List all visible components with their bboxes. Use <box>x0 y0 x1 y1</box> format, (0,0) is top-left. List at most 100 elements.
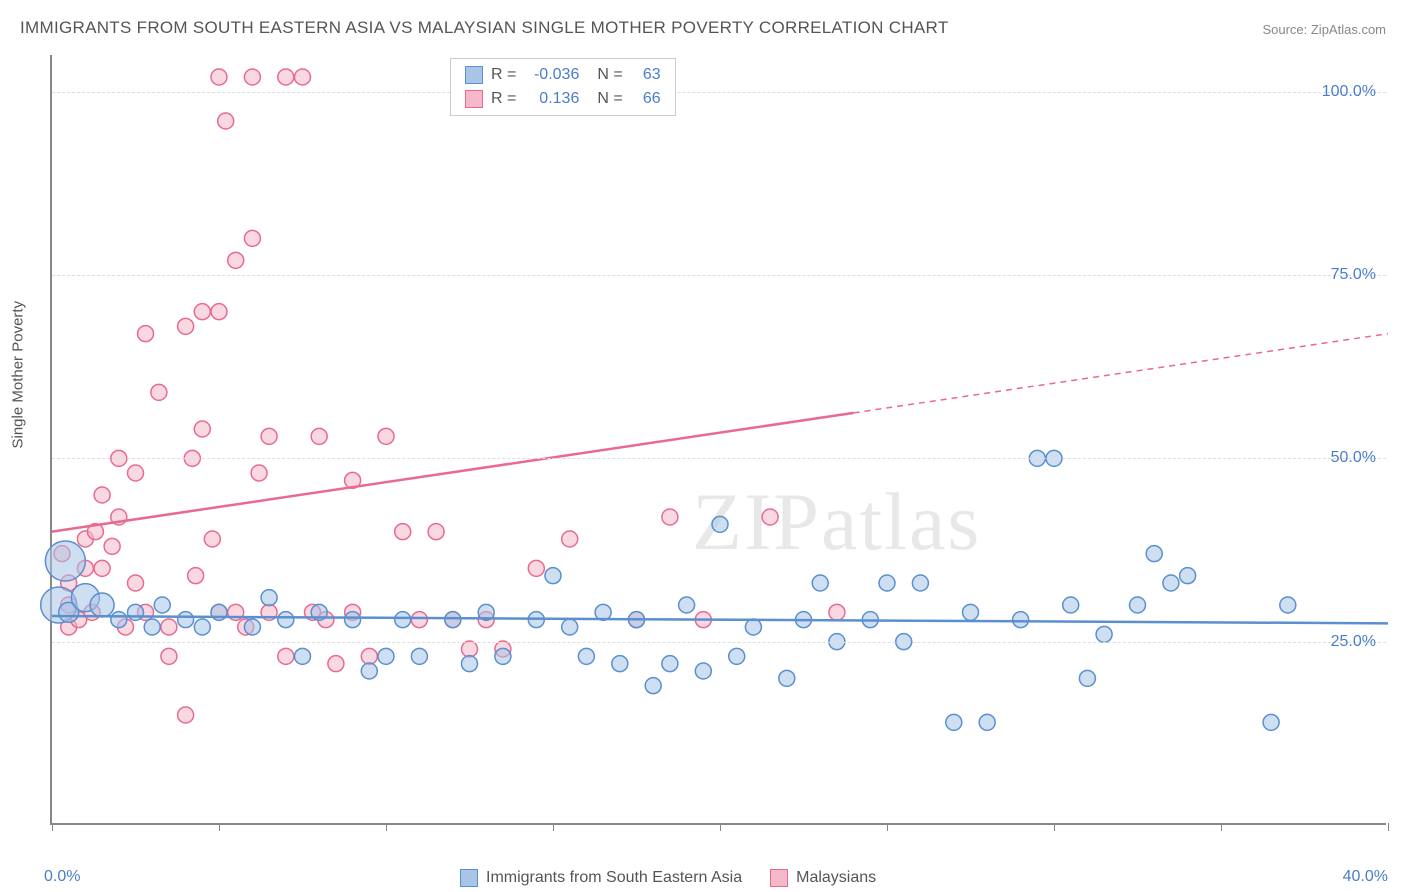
data-point <box>745 619 761 635</box>
legend-stats: R = -0.036 N = 63 R = 0.136 N = 66 <box>450 58 676 116</box>
data-point <box>218 113 234 129</box>
x-tick <box>887 823 888 831</box>
n-label: N = <box>597 90 622 108</box>
legend-item-1: Malaysians <box>770 869 876 887</box>
data-point <box>545 568 561 584</box>
legend-stats-row-0: R = -0.036 N = 63 <box>465 63 661 87</box>
data-point <box>45 541 85 581</box>
data-point <box>228 252 244 268</box>
data-point <box>662 656 678 672</box>
data-point <box>912 575 928 591</box>
data-point <box>361 648 377 664</box>
data-point <box>645 678 661 694</box>
data-point <box>812 575 828 591</box>
data-point <box>963 604 979 620</box>
data-point <box>411 648 427 664</box>
x-tick <box>553 823 554 831</box>
data-point <box>251 465 267 481</box>
data-point <box>378 648 394 664</box>
legend-item-0: Immigrants from South Eastern Asia <box>460 869 742 887</box>
data-point <box>345 612 361 628</box>
legend-label-0: Immigrants from South Eastern Asia <box>486 869 742 887</box>
data-point <box>679 597 695 613</box>
data-point <box>779 670 795 686</box>
data-point <box>1096 626 1112 642</box>
data-point <box>94 487 110 503</box>
data-point <box>194 304 210 320</box>
y-tick-label: 50.0% <box>1331 449 1376 467</box>
data-point <box>244 69 260 85</box>
r-label: R = <box>491 66 516 84</box>
data-point <box>328 656 344 672</box>
r-value-1: 0.136 <box>524 90 579 108</box>
n-value-1: 66 <box>631 90 661 108</box>
data-point <box>361 663 377 679</box>
data-point <box>729 648 745 664</box>
data-point <box>154 597 170 613</box>
gridline <box>52 92 1386 93</box>
data-point <box>104 538 120 554</box>
data-point <box>295 69 311 85</box>
data-point <box>178 707 194 723</box>
data-point <box>194 421 210 437</box>
chart-container: IMMIGRANTS FROM SOUTH EASTERN ASIA VS MA… <box>0 0 1406 892</box>
data-point <box>428 524 444 540</box>
data-point <box>1280 597 1296 613</box>
data-point <box>562 531 578 547</box>
chart-svg <box>52 55 1386 823</box>
data-point <box>194 619 210 635</box>
gridline <box>52 458 1386 459</box>
data-point <box>612 656 628 672</box>
data-point <box>695 663 711 679</box>
data-point <box>445 612 461 628</box>
x-tick <box>219 823 220 831</box>
y-tick-label: 25.0% <box>1331 633 1376 651</box>
data-point <box>378 428 394 444</box>
data-point <box>395 524 411 540</box>
data-point <box>411 612 427 628</box>
data-point <box>879 575 895 591</box>
data-point <box>151 384 167 400</box>
data-point <box>495 648 511 664</box>
data-point <box>128 465 144 481</box>
data-point <box>311 428 327 444</box>
data-point <box>161 648 177 664</box>
data-point <box>94 560 110 576</box>
data-point <box>1163 575 1179 591</box>
data-point <box>261 428 277 444</box>
data-point <box>829 604 845 620</box>
legend-stats-row-1: R = 0.136 N = 66 <box>465 87 661 111</box>
data-point <box>211 69 227 85</box>
x-tick <box>1388 823 1389 831</box>
y-tick-label: 100.0% <box>1322 83 1376 101</box>
x-tick <box>386 823 387 831</box>
data-point <box>244 619 260 635</box>
trend-line-dashed <box>854 334 1388 413</box>
data-point <box>462 641 478 657</box>
x-tick <box>720 823 721 831</box>
data-point <box>979 714 995 730</box>
data-point <box>1063 597 1079 613</box>
data-point <box>578 648 594 664</box>
data-point <box>946 714 962 730</box>
x-tick <box>1221 823 1222 831</box>
data-point <box>395 612 411 628</box>
swatch-series-0 <box>465 66 483 84</box>
x-tick <box>52 823 53 831</box>
data-point <box>278 69 294 85</box>
data-point <box>261 590 277 606</box>
data-point <box>295 648 311 664</box>
r-value-0: -0.036 <box>524 66 579 84</box>
data-point <box>1146 546 1162 562</box>
data-point <box>144 619 160 635</box>
data-point <box>178 318 194 334</box>
data-point <box>128 604 144 620</box>
x-tick-max: 40.0% <box>1343 868 1388 886</box>
data-point <box>244 230 260 246</box>
data-point <box>278 612 294 628</box>
y-axis-label: Single Mother Poverty <box>10 301 27 449</box>
x-tick <box>1054 823 1055 831</box>
data-point <box>138 326 154 342</box>
data-point <box>178 612 194 628</box>
chart-source: Source: ZipAtlas.com <box>1262 22 1386 37</box>
